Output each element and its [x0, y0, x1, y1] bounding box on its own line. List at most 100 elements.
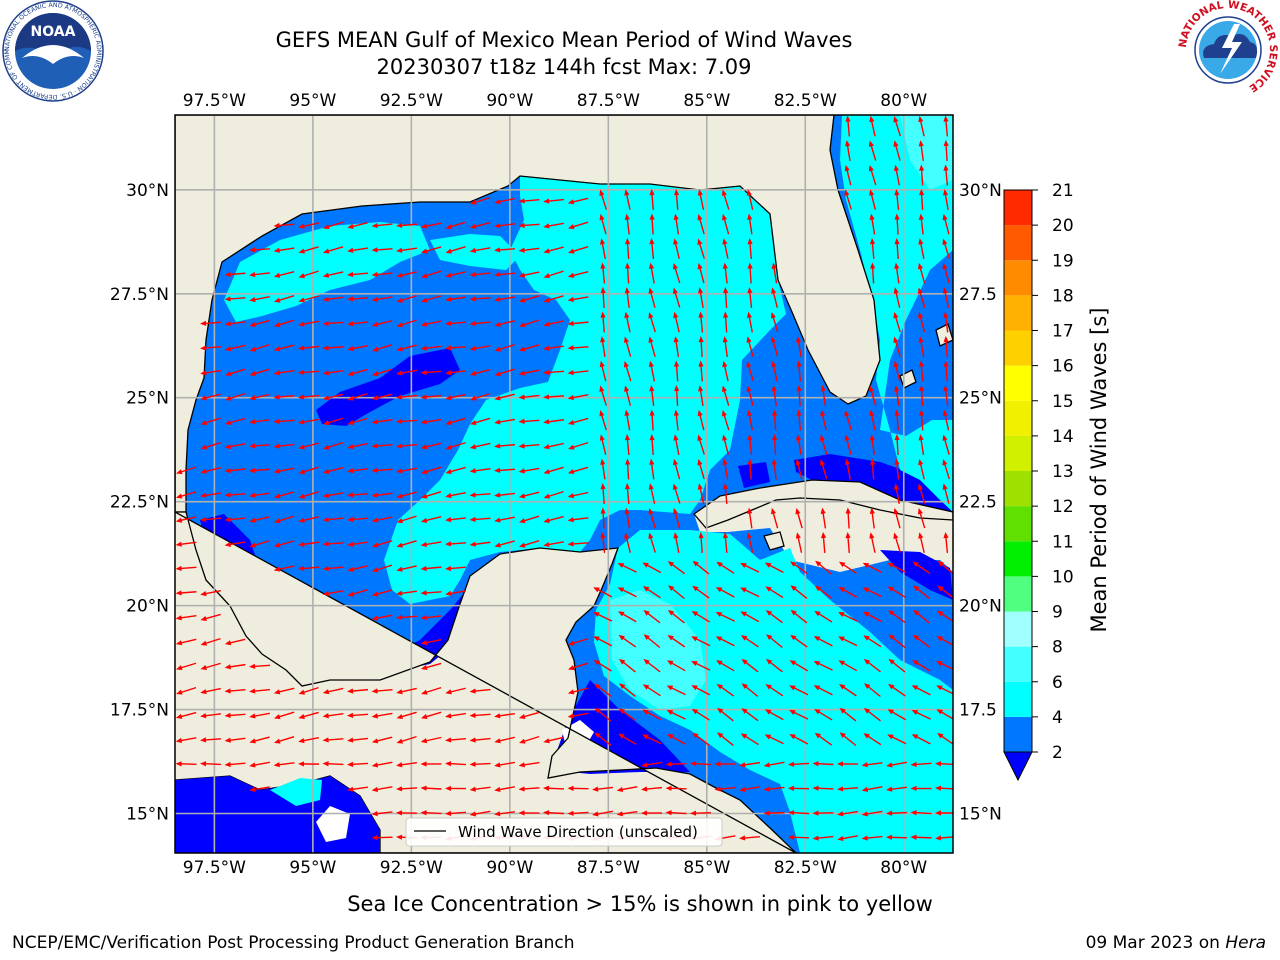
wave-arrow-head [697, 409, 703, 417]
wind-wave-arrows [175, 115, 953, 842]
wave-arrow-head [869, 434, 875, 441]
cuba [693, 479, 953, 529]
wave-arrow-head [249, 321, 256, 327]
wave-arrow-head [567, 541, 574, 547]
colorbar-segment [1004, 506, 1032, 542]
wave-arrow-head [936, 685, 943, 691]
lon-tick-label: 90°W [486, 858, 533, 878]
wave-arrow-head [887, 709, 895, 715]
wave-arrow-head [886, 786, 893, 792]
wave-arrow-head [225, 395, 232, 401]
wave-arrow-head [469, 688, 476, 694]
wave-arrow-head [518, 418, 525, 424]
wave-arrow-head [943, 311, 949, 318]
wave-arrow-head [445, 468, 452, 474]
wave-arrow-head [648, 483, 654, 490]
wave-arrow-head [723, 287, 729, 294]
mexico-yucatan [175, 511, 797, 853]
lat-tick-label: 27.5°N [110, 285, 169, 305]
cyan-florida-east [840, 115, 953, 512]
wave-arrow-head [322, 689, 330, 695]
wave-arrow-head [543, 785, 550, 791]
wave-arrow-head [861, 835, 868, 841]
wave-arrow-head [273, 493, 281, 499]
colorbar-segment [1004, 365, 1032, 401]
wave-arrow-head [347, 761, 354, 767]
wave-arrow-head [844, 458, 851, 466]
wave-arrow-head [469, 320, 476, 327]
wave-arrow-head [494, 223, 501, 229]
wave-arrow-head [200, 420, 208, 426]
wave-arrow-head [347, 737, 354, 743]
wave-arrow-head [594, 707, 601, 714]
wave-arrow-head [937, 585, 944, 592]
wave-arrow-head [224, 541, 232, 547]
wave-arrow-head [747, 458, 753, 465]
wave-arrow-head [672, 483, 678, 491]
wave-arrow-head [943, 532, 949, 539]
wave-arrow-head [420, 321, 428, 327]
wave-arrow-head [648, 336, 654, 343]
wave-arrow-head [624, 189, 630, 196]
wave-arrow-head [888, 634, 895, 641]
wave-arrow-head [942, 483, 948, 490]
lat-tick-label: 27.5 [959, 285, 997, 305]
lat-tick-label: 17.5 [959, 701, 997, 721]
wave-arrow-head [469, 345, 477, 352]
wave-arrow-head [567, 272, 575, 278]
wave-arrow-head [494, 346, 502, 352]
lat-tick-label: 30°N [959, 181, 1002, 201]
us-gulf-coast [175, 115, 881, 513]
wave-arrow-head [494, 395, 501, 401]
wave-arrow-head [673, 532, 679, 539]
wave-arrow-head [943, 164, 949, 171]
wave-arrow-head [894, 385, 900, 392]
wave-arrow-head [518, 198, 525, 204]
wave-arrow-head [421, 493, 428, 499]
wave-arrow-head [420, 444, 428, 450]
wave-arrow-head [765, 610, 773, 616]
lat-labels-right: 30°N 27.5 25°N 22.5 20°N 17.5 15°N [959, 181, 1002, 825]
wave-arrow-head [592, 811, 599, 817]
wave-arrow-head [844, 189, 850, 196]
wave-arrow-head [323, 444, 330, 450]
wave-arrow-head [568, 248, 575, 254]
wave-arrow-head [723, 311, 729, 318]
wave-arrow-head [371, 222, 378, 229]
wave-arrow-head [599, 360, 605, 368]
wave-arrow-head [863, 707, 871, 714]
wave-arrow-head [666, 660, 674, 666]
wave-arrow-head [648, 532, 654, 540]
lat-tick-label: 22.5 [959, 493, 997, 513]
wave-arrow-head [420, 785, 427, 791]
wave-arrow-head [814, 709, 821, 715]
wave-arrow-head [322, 516, 329, 523]
wave-arrow-head [886, 762, 893, 768]
wave-arrow-head [911, 685, 919, 691]
wave-arrow-head [592, 786, 599, 792]
wave-arrow-head [625, 458, 631, 465]
wave-arrow-head [869, 115, 875, 123]
wave-arrow-head [642, 709, 649, 715]
wave-arrow-head [887, 562, 894, 568]
wave-arrow-head [469, 541, 476, 547]
wave-arrow-head [839, 732, 846, 739]
wave-arrow-head [175, 517, 183, 523]
wave-arrow-head [371, 615, 379, 621]
wave-arrow-head [673, 507, 679, 515]
wave-arrow-head [918, 409, 925, 416]
wave-arrow-head [494, 492, 501, 498]
wave-arrow-head [421, 689, 428, 695]
wave-arrow-head [747, 287, 753, 294]
wave-arrow-head [298, 517, 305, 523]
wave-arrow-head [893, 483, 900, 490]
wave-arrow-head [839, 683, 846, 690]
wave-arrow-head [814, 585, 822, 592]
wave-arrow-head [936, 610, 944, 617]
wave-arrow-head [347, 296, 354, 302]
wave-arrow-head [665, 761, 672, 767]
wave-arrow-head [175, 541, 182, 547]
wave-arrow-head [697, 483, 703, 490]
wave-arrow-head [673, 458, 679, 466]
wave-arrow-head [200, 665, 207, 671]
